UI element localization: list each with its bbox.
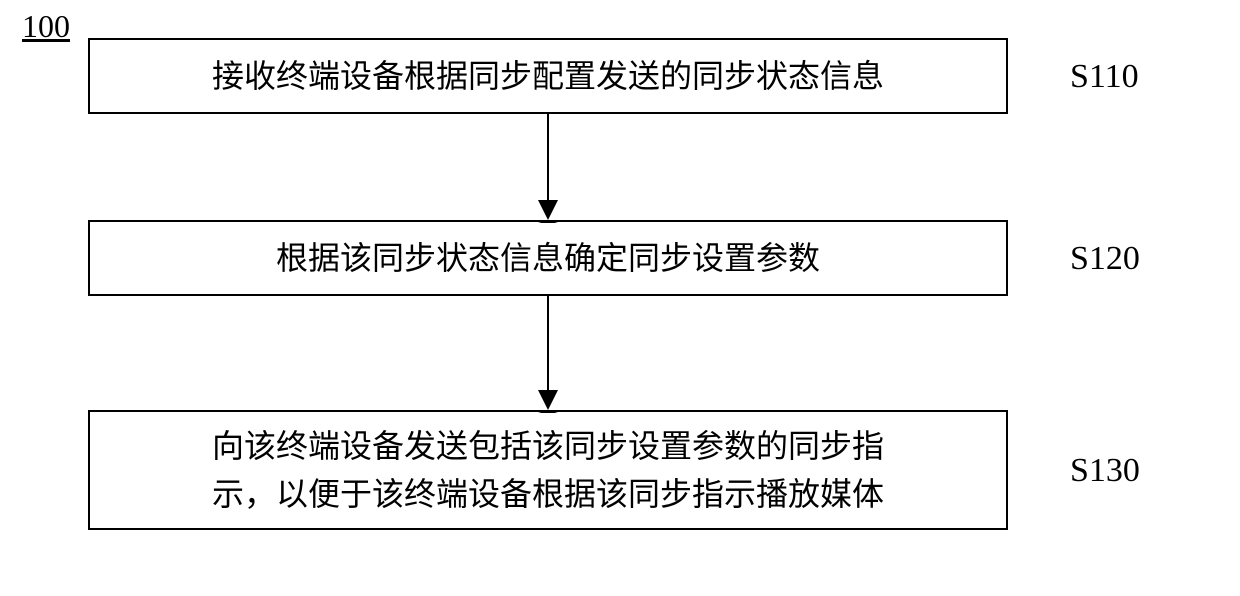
- flow-step-s110-label: S110: [1070, 58, 1139, 96]
- flow-step-s120: 根据该同步状态信息确定同步设置参数: [88, 220, 1008, 296]
- arrow-s110-to-s120-head: [538, 200, 558, 223]
- flow-step-s120-text: 根据该同步状态信息确定同步设置参数: [276, 234, 820, 282]
- arrow-s120-to-s130-head: [538, 390, 558, 413]
- flow-step-s110: 接收终端设备根据同步配置发送的同步状态信息: [88, 38, 1008, 114]
- flow-step-s120-label: S120: [1070, 240, 1140, 278]
- flow-step-s130: 向该终端设备发送包括该同步设置参数的同步指示，以便于该终端设备根据该同步指示播放…: [88, 410, 1008, 530]
- flow-step-s130-label: S130: [1070, 452, 1140, 490]
- flow-step-s110-text: 接收终端设备根据同步配置发送的同步状态信息: [212, 52, 884, 100]
- arrow-s120-to-s130-line: [547, 296, 549, 392]
- diagram-title: 100: [22, 8, 70, 45]
- arrow-s110-to-s120-line: [547, 114, 549, 202]
- flow-step-s130-text: 向该终端设备发送包括该同步设置参数的同步指示，以便于该终端设备根据该同步指示播放…: [212, 422, 884, 518]
